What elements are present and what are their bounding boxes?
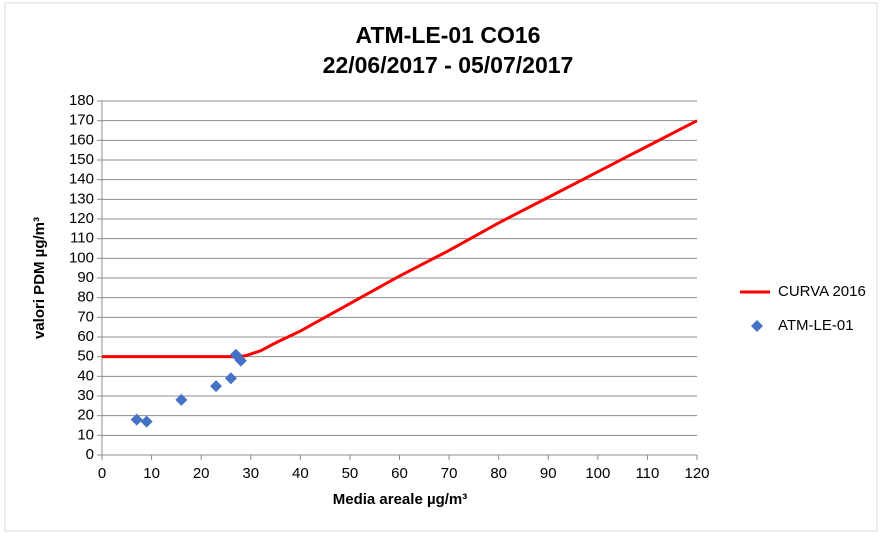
y-tick-label: 140: [69, 171, 94, 188]
y-tick-label: 30: [77, 387, 94, 404]
x-tick-label: 70: [441, 465, 458, 482]
y-tick-label: 90: [77, 269, 94, 286]
scatter-point: [234, 354, 247, 367]
x-tick-label: 20: [193, 465, 210, 482]
y-tick-label: 70: [77, 308, 94, 325]
y-tick-label: 10: [77, 426, 94, 443]
y-tick-label: 80: [77, 289, 94, 306]
y-axis-label: valori PDM µg/m³: [31, 217, 48, 339]
scatter-point: [130, 413, 143, 426]
x-tick-label: 50: [342, 465, 359, 482]
scatter-point: [175, 393, 188, 406]
chart-frame: [4, 2, 878, 532]
chart-subtitle: 22/06/2017 - 05/07/2017: [323, 52, 574, 78]
scatter-point: [140, 415, 153, 428]
y-tick-label: 50: [77, 348, 94, 365]
y-tick-label: 170: [69, 112, 94, 129]
legend-swatch: [751, 320, 763, 332]
y-tick-label: 40: [77, 367, 94, 384]
scatter-point: [224, 372, 237, 385]
legend-label: ATM-LE-01: [778, 317, 854, 334]
x-tick-label: 10: [143, 465, 160, 482]
x-tick-label: 60: [391, 465, 408, 482]
y-tick-label: 180: [69, 92, 94, 109]
chart-title: ATM-LE-01 CO16: [356, 22, 541, 48]
x-tick-label: 120: [684, 465, 709, 482]
y-tick-label: 20: [77, 407, 94, 424]
scatter-point: [210, 380, 223, 393]
y-tick-label: 120: [69, 210, 94, 227]
y-tick-label: 160: [69, 131, 94, 148]
x-tick-label: 30: [242, 465, 259, 482]
x-tick-label: 80: [490, 465, 507, 482]
legend-label: CURVA 2016: [778, 283, 866, 300]
y-tick-label: 110: [70, 230, 94, 247]
x-tick-label: 90: [540, 465, 557, 482]
y-tick-label: 0: [86, 446, 94, 463]
curve-line: [102, 119, 698, 359]
x-tick-label: 0: [98, 465, 106, 482]
y-tick-label: 100: [69, 249, 94, 266]
y-tick-label: 150: [69, 151, 94, 168]
x-tick-label: 40: [292, 465, 309, 482]
y-tick-label: 60: [77, 328, 94, 345]
y-tick-label: 130: [69, 190, 94, 207]
x-tick-label: 100: [585, 465, 610, 482]
x-axis-label: Media areale µg/m³: [333, 491, 468, 508]
x-tick-label: 110: [635, 465, 659, 482]
